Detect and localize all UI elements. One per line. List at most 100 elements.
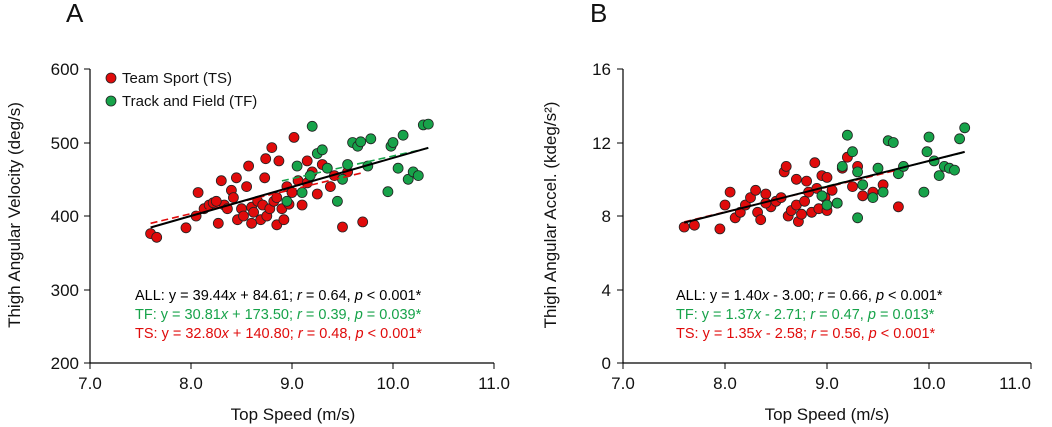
panel-b-x-tick-label: 9.0 — [815, 374, 839, 393]
panel-a-ts-point — [192, 187, 204, 198]
panel-a-x-tick-label: 11.0 — [478, 374, 510, 393]
panel-a-eq-tf: TF: y = 30.81x + 173.50; r = 0.39, p = 0… — [135, 307, 422, 323]
panel-b-tf-point — [949, 164, 960, 176]
panel-b: B Thigh Angular Accel. (kdeg/s²) Top Spe… — [541, 0, 1032, 424]
panel-a-tf-point — [321, 162, 333, 174]
panel-b-ts-point — [893, 201, 904, 213]
panel-a-ts-point — [278, 214, 290, 226]
panel-b-tf-point — [872, 162, 884, 174]
panel-a-ts-point — [243, 160, 255, 172]
panel-b-ts-point — [750, 184, 761, 196]
panel-a-tf-point — [342, 159, 354, 170]
panel-b-tf-point — [821, 199, 833, 211]
panel-a-points — [145, 118, 434, 243]
panel-a-tf-point — [422, 118, 434, 130]
panel-a-tf-point — [316, 144, 328, 156]
panel-a-ts-point — [324, 181, 336, 193]
panel-b-tf-point — [852, 166, 863, 178]
panel-b-ts-point — [724, 186, 736, 198]
legend-ts-label: Team Sport (TS) — [122, 70, 232, 87]
panel-a-ts-point — [227, 192, 239, 204]
panel-a-tf-point — [397, 129, 409, 141]
panel-a: A Thigh Angular Velocity (deg/s) Top Spe… — [5, 0, 510, 424]
panel-a-x-axis-title: Top Speed (m/s) — [231, 405, 356, 424]
panel-a-ts-point — [271, 192, 283, 204]
panel-b-points — [678, 122, 971, 235]
panel-b-ts-point — [755, 214, 767, 226]
panel-b-tf-point — [857, 179, 869, 191]
panel-a-tf-point — [387, 137, 399, 148]
panel-b-ts-point — [745, 192, 756, 204]
panel-a-ts-point — [288, 131, 300, 143]
panel-a-ts-point — [266, 142, 278, 154]
panel-a-tf-point — [306, 120, 318, 132]
panel-a-ts-point — [259, 172, 271, 184]
panel-a-y-tick-label: 300 — [51, 281, 79, 300]
panel-a-ts-point — [238, 210, 249, 222]
panel-b-tf-point — [842, 129, 853, 141]
panel-a-letter: A — [66, 0, 84, 28]
panel-a-y-tick-label: 500 — [51, 134, 79, 153]
panel-a-tf-point — [296, 187, 308, 198]
panel-a-ts-point — [273, 155, 285, 167]
panel-a-tf-point — [392, 162, 404, 174]
panel-a-ts-point — [151, 231, 163, 243]
panel-a-tf-point — [281, 195, 293, 207]
panel-a-y-tick-label: 200 — [51, 354, 79, 373]
legend-tf-label: Track and Field (TF) — [122, 93, 257, 110]
panel-b-tf-point — [852, 212, 863, 224]
panel-b-ts-point — [760, 188, 772, 200]
panel-b-tf-point — [831, 197, 843, 209]
panel-b-tf-point — [887, 137, 899, 148]
panel-b-y-axis-title: Thigh Angular Accel. (kdeg/s²) — [541, 102, 560, 329]
panel-b-y-tick-label: 8 — [602, 207, 611, 226]
panel-b-all-regression-line — [683, 150, 965, 224]
panel-a-x-tick-label: 7.0 — [78, 374, 102, 393]
panel-a-tf-regression-line — [281, 147, 429, 182]
panel-a-y-tick-label: 600 — [51, 60, 79, 79]
panel-b-ts-point — [821, 171, 833, 183]
panel-b-y-tick-label: 16 — [592, 60, 611, 79]
panel-b-ts-point — [678, 221, 690, 233]
panel-a-tf-point — [365, 133, 377, 145]
panel-a-ts-point — [248, 206, 260, 218]
panel-a-eq-ts: TS: y = 32.80x + 140.80; r = 0.48, p < 0… — [135, 326, 422, 342]
panel-b-x-tick-label: 10.0 — [912, 374, 945, 393]
panel-b-tf-point — [847, 146, 858, 158]
panel-a-x-tick-label: 8.0 — [179, 374, 203, 393]
panel-a-ts-point — [311, 188, 323, 200]
legend-ts-marker — [105, 72, 117, 84]
panel-a-ts-point — [210, 195, 222, 207]
panel-b-letter: B — [590, 0, 607, 28]
panel-b-regression-lines — [683, 150, 965, 224]
panel-b-tf-point — [816, 190, 828, 202]
panel-b-tf-point — [921, 146, 933, 158]
panel-b-y-tick-label: 12 — [592, 134, 611, 153]
panel-b-tf-point — [836, 160, 848, 172]
panel-a-tf-point — [291, 160, 303, 172]
panel-b-eq-ts: TS: y = 1.35x - 2.58; r = 0.56, p < 0.00… — [676, 326, 936, 342]
panel-a-all-regression-line — [150, 146, 429, 229]
panel-b-ts-point — [809, 157, 821, 169]
panel-b-tf-point — [918, 186, 930, 198]
panel-a-ts-point — [260, 153, 272, 165]
panel-b-ts-point — [857, 190, 869, 202]
panel-a-y-axis-title: Thigh Angular Velocity (deg/s) — [5, 102, 24, 328]
panel-a-tf-point — [355, 136, 367, 148]
panel-a-tf-point — [382, 186, 394, 198]
panel-b-ts-point — [801, 175, 812, 187]
panel-a-y-tick-label: 400 — [51, 207, 79, 226]
panel-b-ts-point — [799, 195, 810, 207]
panel-a-ts-point — [337, 221, 348, 233]
panel-b-ts-point — [780, 160, 792, 172]
panel-a-ts-regression-line — [150, 171, 363, 225]
panel-b-x-tick-label: 7.0 — [611, 374, 635, 393]
legend-tf-marker — [105, 95, 117, 107]
panel-b-tf-point — [867, 192, 879, 204]
panel-a-ts-point — [246, 217, 258, 229]
panel-a-ts-point — [212, 217, 224, 229]
panel-b-tf-point — [933, 170, 945, 182]
panel-b-eq-tf: TF: y = 1.37x - 2.71; r = 0.47, p = 0.01… — [676, 307, 935, 323]
panel-a-eq-all: ALL: y = 39.44x + 84.61; r = 0.64, p < 0… — [135, 288, 422, 304]
